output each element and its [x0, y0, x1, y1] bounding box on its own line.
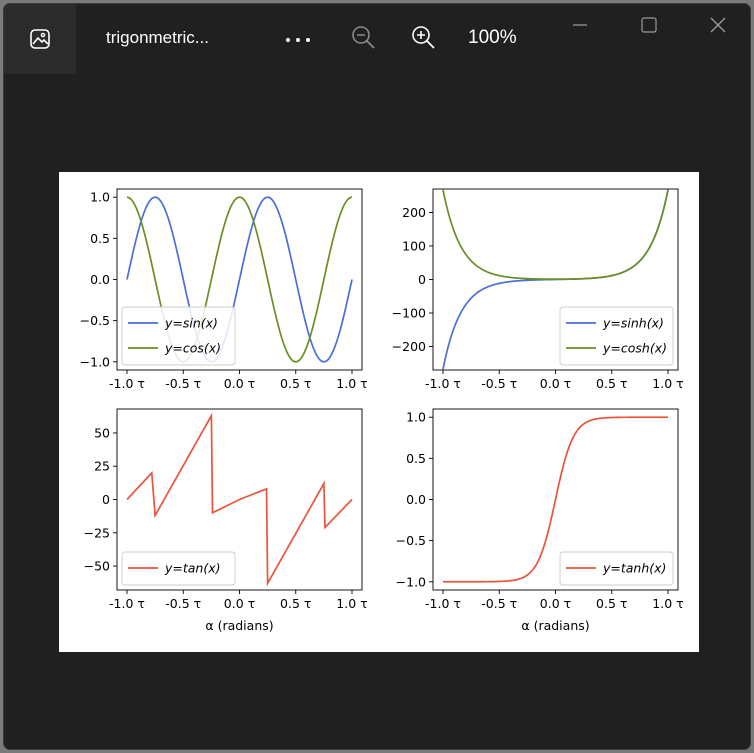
- x-tick-label: 0.0 τ: [224, 596, 255, 611]
- title-bar: trigonmetric... 100%: [4, 4, 750, 74]
- x-tick-label: -1.0 τ: [109, 596, 145, 611]
- x-tick-label: 1.0 τ: [652, 376, 683, 391]
- y-tick-label: −1.0: [80, 354, 110, 369]
- y-tick-label: −0.5: [396, 533, 426, 548]
- x-tick-label: -1.0 τ: [425, 596, 461, 611]
- y-tick-label: 1.0: [90, 190, 110, 205]
- y-tick-label: −25: [84, 525, 110, 540]
- series-line-4-1: [443, 416, 668, 583]
- image-icon: [30, 29, 50, 49]
- y-tick-label: 200: [402, 205, 426, 220]
- more-options-button[interactable]: [280, 26, 316, 54]
- legend-label: y=tanh(x): [602, 561, 666, 576]
- legend-box: [559, 551, 674, 586]
- zoom-in-icon: [412, 26, 435, 49]
- x-tick-label: -1.0 τ: [425, 376, 461, 391]
- y-tick-label: −100: [392, 306, 426, 321]
- x-tick-label: 0.5 τ: [596, 596, 627, 611]
- x-tick-label: 0.0 τ: [540, 376, 571, 391]
- x-tick-label: 0.0 τ: [224, 376, 255, 391]
- legend-label: y=tan(x): [164, 561, 221, 576]
- image-viewer-window: trigonmetric... 100%: [3, 3, 751, 750]
- app-icon-button[interactable]: [4, 4, 76, 74]
- minimize-icon: [573, 24, 587, 26]
- y-tick-label: −1.0: [396, 574, 426, 589]
- y-tick-label: 0: [418, 272, 426, 287]
- zoom-out-icon: [352, 26, 375, 49]
- maximize-icon: [641, 17, 657, 33]
- figure-canvas: -1.0 τ -0.5 τ 0.0 τ 0.5 τ 1.0 τ 1.0 0.5 0.0 −0.5…: [59, 172, 699, 652]
- y-tick-label: 0.0: [406, 492, 426, 507]
- plot-figure: -1.0 τ -0.5 τ 0.0 τ 0.5 τ 1.0 τ 1.0 0.5 0.0 −0.5…: [80, 188, 684, 633]
- y-tick-label: 0.5: [90, 231, 110, 246]
- x-tick-label: -0.5 τ: [481, 596, 517, 611]
- zoom-in-button[interactable]: [408, 22, 440, 54]
- minimize-button[interactable]: [560, 10, 600, 40]
- series-line-1-1: [126, 196, 353, 363]
- y-tick-label: 1.0: [406, 410, 426, 425]
- legend-label: y=sinh(x): [602, 316, 664, 331]
- x-tick-label: 0.0 τ: [540, 596, 571, 611]
- y-tick-label: −200: [392, 339, 426, 354]
- x-tick-label: -0.5 τ: [481, 376, 517, 391]
- y-tick-label: 100: [402, 238, 426, 253]
- maximize-button[interactable]: [629, 10, 669, 40]
- zoom-level: 100%: [468, 27, 517, 48]
- y-tick-label: 0.5: [406, 451, 426, 466]
- x-tick-label: 0.5 τ: [280, 376, 311, 391]
- series-line-2-2: [442, 189, 669, 281]
- x-axis-label: α (radians): [521, 618, 589, 633]
- x-tick-label: 0.5 τ: [280, 596, 311, 611]
- y-tick-label: −0.5: [80, 313, 110, 328]
- x-tick-label: 0.5 τ: [596, 376, 627, 391]
- legend-box: [121, 551, 236, 586]
- legend-label: y=cos(x): [164, 341, 221, 356]
- y-tick-label: 0.0: [90, 272, 110, 287]
- legend-label: y=cosh(x): [602, 341, 667, 356]
- x-tick-label: -0.5 τ: [165, 376, 201, 391]
- x-tick-label: 1.0 τ: [336, 376, 367, 391]
- y-tick-label: 25: [94, 459, 110, 474]
- x-tick-label: 1.0 τ: [336, 596, 367, 611]
- legend-label: y=sin(x): [164, 316, 218, 331]
- zoom-out-button[interactable]: [348, 22, 380, 54]
- x-tick-label: 1.0 τ: [652, 596, 683, 611]
- window-title: trigonmetric...: [106, 28, 209, 47]
- more-icon: [286, 38, 310, 42]
- close-icon: [710, 17, 726, 33]
- y-tick-label: 50: [94, 425, 110, 440]
- y-tick-label: −50: [84, 559, 110, 574]
- y-tick-label: 0: [102, 492, 110, 507]
- legend-box: [121, 306, 236, 366]
- close-button[interactable]: [698, 10, 738, 40]
- legend-box: [559, 306, 674, 366]
- x-axis-label: α (radians): [205, 618, 273, 633]
- x-tick-label: -1.0 τ: [109, 376, 145, 391]
- x-tick-label: -0.5 τ: [165, 596, 201, 611]
- series-line-3-1: [126, 412, 353, 587]
